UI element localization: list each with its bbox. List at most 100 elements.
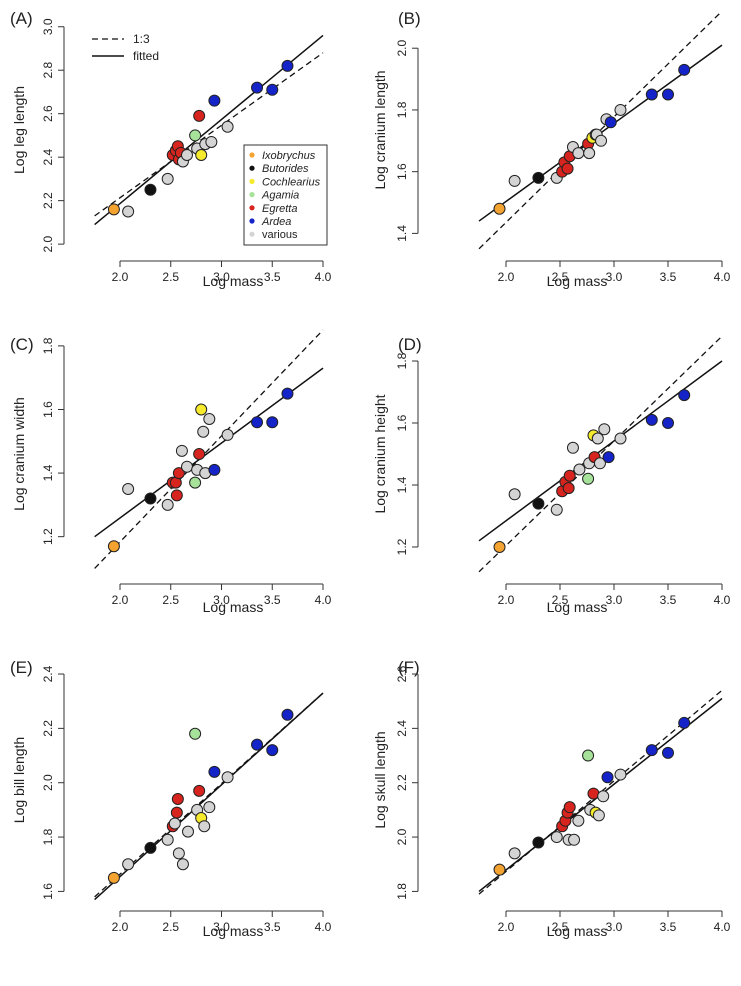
panel-label: (B) [398, 9, 421, 28]
data-point-various [221, 120, 234, 133]
data-point-ardea [662, 746, 674, 759]
panel-d: (D) 2.0 2.5 3.0 3.5 4.0 1.2 1.4 1.6 1.8 Log mass Lo… [372, 335, 731, 615]
data-point-ardea [662, 417, 674, 429]
y-tick-label: 2.4 [41, 149, 55, 166]
data-point-cochlearius [195, 149, 208, 161]
data-point-ardea [251, 416, 264, 429]
x-tick-label: 4.0 [315, 270, 332, 284]
y-tick-label: 1.6 [41, 401, 55, 418]
data-point-ixobrychus [107, 540, 120, 553]
data-point-agamia [582, 472, 595, 485]
y-tick-label: 2.0 [395, 40, 409, 57]
x-tick-label: 3.5 [264, 920, 281, 934]
data-point-egretta [563, 469, 576, 482]
data-point-various [161, 172, 174, 185]
data-point-ardea [266, 416, 279, 429]
y-tick-label: 2.4 [395, 720, 409, 737]
reference-line-1-3 [478, 335, 723, 573]
data-point-ixobrychus [493, 541, 506, 553]
y-axis-title: Log bill length [11, 737, 27, 823]
data-point-egretta [193, 784, 206, 797]
data-point-various [550, 831, 563, 844]
legend-swatch-various [249, 231, 255, 237]
y-tick-label: 2.6 [41, 105, 55, 122]
data-point-ardea [208, 94, 221, 107]
data-point-various [221, 771, 234, 784]
panel-label: (F) [398, 658, 420, 677]
data-point-egretta [170, 806, 183, 819]
panel-f: (F) 2.0 2.5 3.0 3.5 4.0 1.8 2.0 2.2 2.4 2.6 Log mas… [372, 658, 731, 939]
y-tick-label: 2.2 [41, 192, 55, 209]
x-tick-label: 2.0 [112, 593, 129, 607]
data-point-butorides [144, 492, 157, 505]
y-tick-label: 1.8 [395, 101, 409, 118]
panel-a: (A)2.0 2.5 3.0 3.5 4.02.02.22.42.62.83.0Log … [10, 9, 332, 289]
data-point-ardea [678, 389, 691, 402]
data-point-various [508, 174, 521, 187]
y-tick-label: 1.6 [395, 163, 409, 180]
data-point-various [595, 134, 608, 147]
x-tick-label: 2.5 [162, 270, 179, 284]
legend-label-butorides: Butorides [262, 163, 309, 175]
data-point-various [598, 423, 611, 436]
legend-swatch-cochlearius [249, 178, 255, 184]
x-tick-label: 2.5 [162, 920, 179, 934]
data-point-various [182, 825, 195, 838]
data-point-various [122, 858, 135, 871]
y-tick-label: 1.4 [395, 476, 409, 493]
legend-label-fitted: fitted [133, 49, 159, 63]
legend-label-ixobrychus: Ixobrychus [262, 150, 316, 162]
data-point-various [172, 847, 185, 860]
y-tick-label: 1.8 [395, 352, 409, 369]
y-tick-label: 2.0 [395, 828, 409, 845]
panel-label: (E) [10, 658, 33, 677]
y-axis-title: Log skull length [372, 731, 388, 828]
legend-label-cochlearius: Cochlearius [262, 176, 321, 188]
y-tick-label: 2.4 [41, 665, 55, 682]
data-point-agamia [189, 129, 202, 142]
data-point-ardea [678, 63, 691, 76]
data-point-egretta [193, 448, 206, 460]
x-tick-label: 4.0 [315, 920, 332, 934]
x-tick-label: 2.5 [552, 270, 569, 284]
data-point-butorides [532, 171, 545, 184]
legend-swatch-ardea [249, 218, 255, 224]
x-tick-label: 3.0 [606, 593, 623, 607]
x-tick-label: 3.0 [213, 593, 230, 607]
reference-line-1-3 [94, 52, 324, 217]
legend-swatch-egretta [249, 205, 255, 211]
y-axis-title: Log cranium width [11, 397, 27, 511]
data-point-butorides [532, 836, 545, 849]
data-point-various [614, 432, 627, 445]
reference-line-1-3 [478, 10, 723, 250]
y-tick-label: 1.8 [41, 337, 55, 354]
data-point-ardea [266, 83, 279, 96]
data-point-various [198, 820, 211, 833]
data-point-cochlearius [195, 403, 208, 416]
legend-swatch-agamia [249, 192, 255, 198]
x-tick-label: 4.0 [714, 270, 731, 284]
x-tick-label: 2.0 [112, 270, 129, 284]
y-tick-label: 1.8 [395, 883, 409, 900]
data-point-egretta [563, 801, 576, 814]
data-point-various [161, 498, 174, 511]
data-point-ardea [251, 81, 264, 94]
x-tick-label: 3.0 [213, 270, 230, 284]
data-point-ixobrychus [493, 863, 506, 876]
data-point-various [614, 768, 627, 781]
data-point-egretta [170, 489, 183, 502]
y-tick-label: 1.6 [41, 883, 55, 900]
data-point-various [122, 482, 135, 495]
data-point-various [573, 463, 586, 476]
y-tick-label: 2.2 [395, 774, 409, 791]
data-point-various [203, 413, 216, 426]
legend-swatch-ixobrychus [249, 152, 255, 158]
data-point-agamia [582, 749, 595, 762]
y-tick-label: 1.6 [395, 414, 409, 431]
data-point-ardea [678, 716, 691, 729]
y-tick-label: 3.0 [41, 18, 55, 35]
reference-line-1-3 [94, 329, 324, 569]
data-point-egretta [561, 162, 574, 175]
x-tick-label: 2.5 [162, 593, 179, 607]
